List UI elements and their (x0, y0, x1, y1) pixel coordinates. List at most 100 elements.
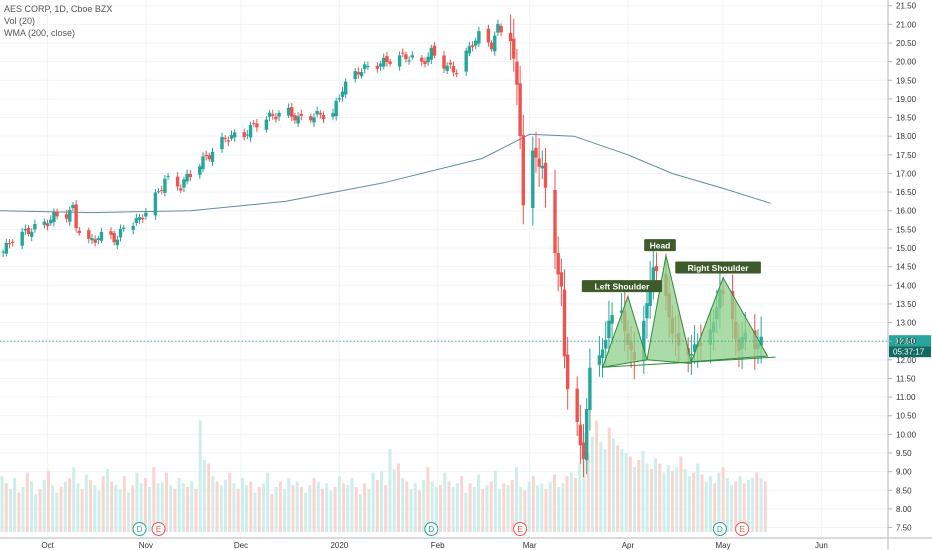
volume-bar (574, 478, 578, 532)
candle (290, 102, 294, 122)
candle-body (692, 344, 697, 352)
candle-body (588, 367, 592, 411)
candle (220, 132, 224, 153)
legend-symbol[interactable]: AES CORP, 1D, Cboe BZX (4, 4, 113, 14)
candle (1, 249, 5, 257)
candle (388, 59, 392, 67)
volume-bar (624, 452, 628, 532)
time-tick-label: Oct (41, 541, 54, 550)
candle (553, 169, 557, 270)
candle-body (312, 117, 316, 123)
candle-body (115, 239, 120, 246)
candle (131, 222, 135, 235)
candle-body (271, 114, 275, 116)
dividend-marker-ring (424, 522, 439, 536)
volume-bar (164, 472, 168, 532)
candle (55, 208, 59, 220)
candle (293, 112, 297, 124)
candle-body (64, 214, 69, 219)
volume-bar (346, 485, 350, 532)
candle (521, 114, 525, 225)
candle (274, 112, 278, 123)
candle-body (121, 227, 126, 229)
candle (166, 173, 170, 180)
right-shoulder-label: Right Shoulder (675, 261, 761, 274)
candle (321, 111, 326, 124)
candle-body (198, 166, 202, 175)
candle-body (432, 45, 437, 56)
volume-bar (173, 488, 177, 532)
volume-bar (207, 463, 211, 532)
candle (515, 48, 519, 106)
candle (340, 87, 345, 102)
time-tick-label: May (716, 541, 731, 550)
volume-bar (384, 485, 388, 532)
candle (610, 302, 614, 344)
candle-body (337, 98, 342, 100)
volume-bar (190, 481, 194, 532)
candle-body (359, 71, 364, 77)
candle (565, 336, 570, 410)
earnings-marker[interactable]: E (151, 522, 166, 536)
candle-body (49, 219, 53, 224)
price-tick-label: 16.50 (896, 188, 917, 197)
volume-bar (320, 488, 325, 532)
volume-bar (25, 472, 29, 532)
candle (45, 219, 50, 231)
candle (537, 137, 541, 187)
candle-body (188, 173, 192, 178)
volume-bar (148, 487, 152, 532)
time-tick-label: Apr (622, 541, 635, 550)
candle (578, 404, 583, 464)
price-tick-label: 20.50 (896, 39, 917, 48)
time-axis[interactable]: Oct Nov Dec 2020 Feb Mar Apr May Jun (0, 537, 932, 550)
volume-bar (481, 488, 485, 532)
dividend-marker[interactable]: D (424, 522, 439, 536)
candle (559, 258, 564, 307)
dividend-marker[interactable]: D (712, 522, 727, 536)
volume-bar (645, 463, 649, 532)
candle-body (55, 211, 59, 217)
candle-body (382, 57, 386, 67)
legend-volume[interactable]: Vol (20) (4, 16, 36, 26)
dividend-marker-letter: D (428, 525, 434, 534)
candle (52, 208, 56, 227)
candle-body (407, 60, 411, 62)
earnings-marker[interactable]: E (513, 522, 528, 536)
earnings-marker[interactable]: E (735, 522, 750, 536)
volume-bar (312, 478, 316, 532)
candle-body (26, 227, 31, 235)
candle-body (521, 135, 525, 206)
candle (489, 40, 494, 52)
candle-body (42, 221, 47, 225)
candle-body (52, 211, 56, 223)
volume-bar (67, 478, 71, 532)
volume-bar (21, 487, 25, 532)
volume-bar (287, 478, 291, 532)
price-axis[interactable]: 7.50 8.00 8.50 9.00 9.50 10.00 10.50 11.00 11.50… (887, 0, 917, 550)
price-tick-label: 12.00 (896, 356, 917, 365)
dividend-marker[interactable]: D (132, 522, 147, 536)
candle-body (134, 218, 139, 223)
volume-bar (498, 488, 502, 532)
candle-body (366, 66, 370, 68)
legend-wma[interactable]: WMA (200, close) (4, 28, 76, 38)
wma-path (0, 133, 771, 214)
volume-bar (143, 478, 147, 532)
volume-bar (118, 488, 122, 532)
candle (7, 239, 12, 249)
candle-body (131, 225, 135, 230)
volume-bar (692, 472, 696, 532)
price-tick-label: 16.00 (896, 207, 917, 216)
candle (49, 215, 53, 226)
volume-bar (730, 485, 734, 532)
candle-body (619, 310, 624, 313)
candle-body (229, 134, 234, 139)
volume-bar (249, 481, 253, 532)
candle-body (448, 62, 453, 65)
volume-bar (51, 485, 55, 532)
candle (20, 227, 24, 250)
candle (588, 348, 592, 431)
candle-body (426, 56, 430, 63)
